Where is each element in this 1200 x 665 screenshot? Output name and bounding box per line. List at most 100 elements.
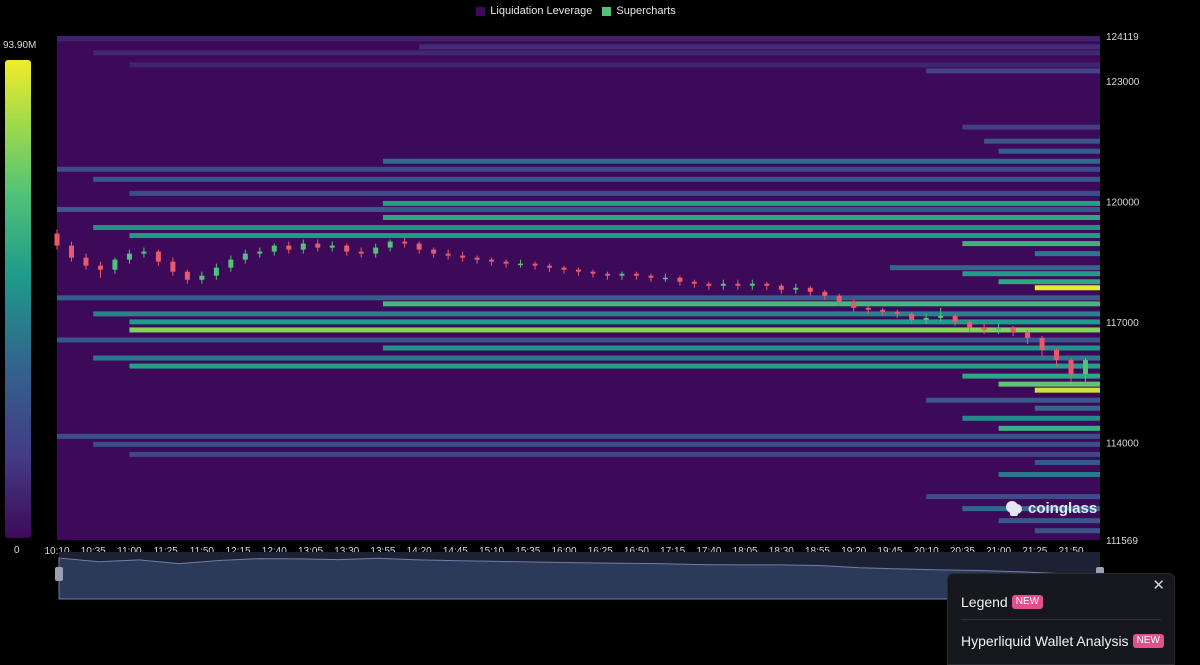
candle-body bbox=[909, 313, 915, 320]
candle-body bbox=[691, 281, 697, 284]
liquidation-band bbox=[129, 190, 1101, 196]
x-tick-label: 11:00 bbox=[117, 546, 142, 557]
colorbar bbox=[5, 60, 31, 538]
liquidation-band bbox=[129, 233, 1101, 239]
candle-body bbox=[865, 307, 871, 310]
candle-body bbox=[648, 275, 654, 278]
liquidation-band bbox=[382, 200, 1100, 206]
legend-item-liquidation-leverage[interactable]: Liquidation Leverage bbox=[476, 5, 592, 17]
x-tick-label: 10:35 bbox=[81, 546, 106, 557]
liquidation-band bbox=[1034, 387, 1100, 393]
legend-item-supercharts[interactable]: Supercharts bbox=[602, 5, 676, 17]
candle-body bbox=[532, 263, 538, 266]
candle-body bbox=[967, 321, 973, 328]
price-candles bbox=[54, 229, 1089, 387]
liquidation-band bbox=[962, 506, 1100, 512]
candle-body bbox=[720, 283, 726, 286]
candle-body bbox=[1025, 331, 1031, 338]
info-panel: ✕ Legend NEW Hyperliquid Wallet Analysis… bbox=[947, 573, 1175, 665]
x-tick-label: 14:45 bbox=[443, 546, 468, 557]
liquidation-band bbox=[926, 397, 1100, 403]
candle-body bbox=[112, 259, 118, 270]
liquidation-band bbox=[93, 50, 1101, 56]
panel-item-hyperliquid-wallet-analysis[interactable]: Hyperliquid Wallet Analysis NEW bbox=[961, 633, 1164, 649]
candle-body bbox=[633, 273, 639, 276]
x-tick-label: 19:45 bbox=[877, 546, 902, 557]
x-tick-label: 18:30 bbox=[769, 546, 794, 557]
liquidation-band bbox=[998, 381, 1100, 387]
candle-body bbox=[807, 287, 813, 292]
candle-body bbox=[489, 259, 495, 262]
candle-body bbox=[286, 245, 292, 250]
candle-body bbox=[474, 257, 480, 260]
liquidation-band bbox=[984, 138, 1100, 144]
x-tick-label: 13:05 bbox=[298, 546, 323, 557]
y-tick-label: 117000 bbox=[1106, 318, 1139, 329]
candle-body bbox=[141, 251, 147, 254]
x-tick-label: 16:00 bbox=[551, 546, 576, 557]
close-icon[interactable]: ✕ bbox=[1152, 577, 1165, 594]
panel-item-label: Legend bbox=[961, 594, 1008, 610]
candle-body bbox=[996, 327, 1002, 330]
candle-body bbox=[300, 243, 306, 250]
liquidation-band bbox=[962, 415, 1100, 421]
liquidation-band bbox=[57, 166, 1100, 172]
legend-swatch bbox=[602, 6, 612, 16]
liquidation-band bbox=[998, 472, 1100, 478]
x-tick-label: 12:15 bbox=[226, 546, 251, 557]
liquidation-band bbox=[129, 319, 1101, 325]
candle-body bbox=[1083, 360, 1089, 375]
heatmap-bands bbox=[57, 36, 1101, 534]
liquidation-band bbox=[93, 176, 1101, 182]
liquidation-band bbox=[962, 241, 1100, 247]
coinglass-watermark: coinglass bbox=[1004, 498, 1097, 518]
candle-body bbox=[126, 253, 132, 260]
x-tick-label: 17:15 bbox=[660, 546, 685, 557]
liquidation-band bbox=[998, 425, 1100, 431]
liquidation-band bbox=[998, 518, 1100, 524]
candle-body bbox=[981, 327, 987, 330]
candle-body bbox=[735, 283, 741, 286]
candle-body bbox=[1068, 360, 1074, 375]
candle-body bbox=[894, 311, 900, 314]
x-tick-label: 21:25 bbox=[1022, 546, 1047, 557]
x-tick-label: 14:20 bbox=[407, 546, 432, 557]
candle-body bbox=[793, 287, 799, 290]
liquidation-band bbox=[1034, 251, 1100, 257]
candle-body bbox=[619, 273, 625, 276]
y-tick-label: 120000 bbox=[1106, 197, 1140, 208]
candle-body bbox=[213, 267, 219, 276]
candle-body bbox=[373, 247, 379, 254]
candle-body bbox=[836, 295, 842, 302]
candle-body bbox=[851, 301, 857, 308]
y-tick-label: 124119 bbox=[1106, 32, 1139, 43]
panel-item-label: Hyperliquid Wallet Analysis bbox=[961, 633, 1129, 649]
new-badge: NEW bbox=[1132, 634, 1164, 648]
candle-body bbox=[938, 315, 944, 318]
liquidation-band bbox=[926, 494, 1100, 500]
liquidation-band bbox=[57, 433, 1100, 439]
candle-body bbox=[97, 265, 103, 270]
liquidation-band bbox=[998, 148, 1100, 154]
liquidation-band bbox=[962, 373, 1100, 379]
candle-body bbox=[54, 233, 60, 246]
liquidation-band bbox=[1034, 528, 1100, 534]
panel-item-legend[interactable]: Legend NEW bbox=[961, 594, 1044, 610]
candle-body bbox=[402, 241, 408, 244]
candle-body bbox=[923, 317, 929, 320]
liquidation-band bbox=[93, 355, 1101, 361]
x-tick-label: 18:05 bbox=[733, 546, 758, 557]
candle-body bbox=[199, 275, 205, 280]
candle-body bbox=[822, 291, 828, 296]
candle-body bbox=[344, 245, 350, 252]
x-tick-label: 20:10 bbox=[914, 546, 939, 557]
navigator-left-handle[interactable] bbox=[55, 567, 63, 581]
candle-body bbox=[242, 253, 248, 260]
candle-body bbox=[706, 283, 712, 286]
candle-body bbox=[1039, 337, 1045, 351]
liquidation-band bbox=[57, 206, 1100, 212]
y-tick-label: 111569 bbox=[1106, 536, 1138, 547]
liquidation-band bbox=[93, 225, 1101, 231]
x-tick-label: 12:40 bbox=[262, 546, 287, 557]
